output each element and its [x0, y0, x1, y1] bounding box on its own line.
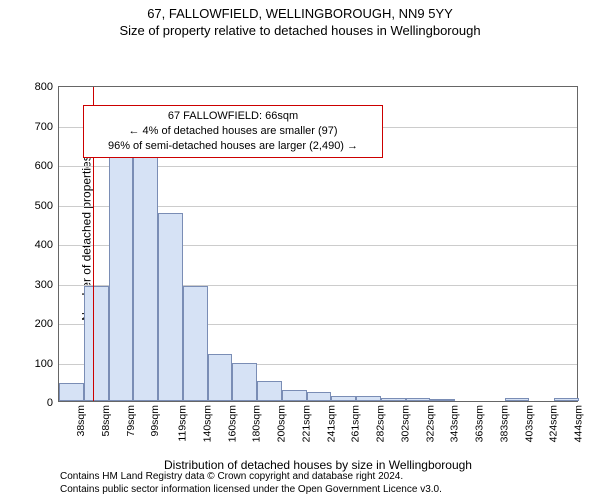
x-tick-label: 261sqm: [350, 405, 362, 442]
histogram-bar: [208, 354, 233, 401]
y-tick-label: 500: [35, 200, 59, 212]
x-tick-label: 160sqm: [226, 405, 238, 442]
x-tick-label: 119sqm: [176, 405, 188, 442]
annotation-box: 67 FALLOWFIELD: 66sqm← 4% of detached ho…: [83, 105, 383, 158]
x-tick-label: 363sqm: [474, 405, 486, 442]
chart-title-sub: Size of property relative to detached ho…: [0, 23, 600, 38]
x-tick-label: 38sqm: [75, 405, 87, 437]
y-tick-label: 300: [35, 279, 59, 291]
histogram-bar: [331, 396, 356, 401]
x-tick-label: 444sqm: [573, 405, 585, 442]
annotation-line: ← 4% of detached houses are smaller (97): [90, 124, 376, 139]
y-tick-label: 0: [47, 397, 59, 409]
histogram-bar: [381, 398, 406, 401]
x-tick-label: 140sqm: [201, 405, 213, 442]
y-tick-label: 700: [35, 121, 59, 133]
caption-line: Contains public sector information licen…: [60, 484, 442, 497]
attribution-caption: Contains HM Land Registry data © Crown c…: [60, 471, 442, 496]
chart-title-main: 67, FALLOWFIELD, WELLINGBOROUGH, NN9 5YY: [0, 6, 600, 21]
histogram-bar: [307, 392, 332, 401]
x-tick-label: 200sqm: [276, 405, 288, 442]
histogram-bar: [109, 138, 134, 401]
x-tick-label: 322sqm: [424, 405, 436, 442]
y-tick-label: 400: [35, 239, 59, 251]
histogram-bar: [356, 396, 381, 401]
histogram-bar: [406, 398, 431, 401]
histogram-bar: [59, 383, 84, 401]
caption-line: Contains HM Land Registry data © Crown c…: [60, 471, 442, 484]
y-tick-label: 100: [35, 358, 59, 370]
histogram-bar: [430, 399, 455, 401]
x-tick-label: 180sqm: [251, 405, 263, 442]
histogram-bar: [84, 286, 109, 401]
x-tick-label: 424sqm: [548, 405, 560, 442]
histogram-bar: [257, 381, 282, 401]
y-tick-label: 200: [35, 318, 59, 330]
histogram-bar: [282, 390, 307, 401]
x-tick-label: 403sqm: [523, 405, 535, 442]
histogram-bar: [133, 138, 158, 401]
plot-area: 010020030040050060070080038sqm58sqm79sqm…: [58, 86, 578, 402]
y-tick-label: 800: [35, 81, 59, 93]
x-tick-label: 241sqm: [325, 405, 337, 442]
x-tick-label: 221sqm: [301, 405, 313, 442]
y-tick-label: 600: [35, 160, 59, 172]
histogram-bar: [183, 286, 208, 401]
histogram-bar: [158, 213, 183, 401]
x-tick-label: 79sqm: [124, 405, 136, 437]
x-tick-label: 383sqm: [499, 405, 511, 442]
chart-titles: 67, FALLOWFIELD, WELLINGBOROUGH, NN9 5YY…: [0, 0, 600, 38]
annotation-line: 67 FALLOWFIELD: 66sqm: [90, 109, 376, 124]
x-tick-label: 99sqm: [149, 405, 161, 437]
histogram-bar: [232, 363, 257, 401]
x-tick-label: 282sqm: [375, 405, 387, 442]
annotation-line: 96% of semi-detached houses are larger (…: [90, 139, 376, 154]
chart-area: Number of detached properties 0100200300…: [0, 38, 600, 472]
x-tick-label: 343sqm: [449, 405, 461, 442]
histogram-bar: [554, 398, 579, 401]
x-axis-label: Distribution of detached houses by size …: [58, 458, 578, 472]
histogram-bar: [505, 398, 530, 401]
x-tick-label: 302sqm: [400, 405, 412, 442]
x-tick-label: 58sqm: [100, 405, 112, 437]
